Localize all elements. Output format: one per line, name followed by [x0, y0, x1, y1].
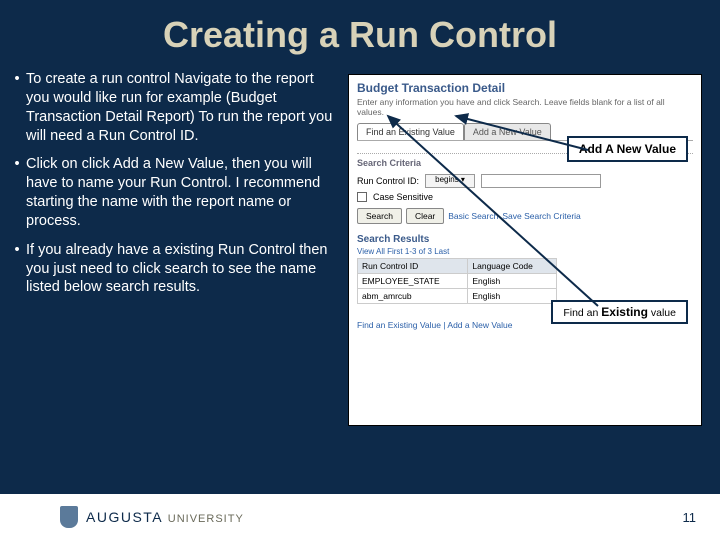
bullet-marker: •: [8, 155, 26, 230]
screenshot-container: Budget Transaction Detail Enter any info…: [348, 64, 702, 426]
bullet-marker: •: [8, 241, 26, 298]
table-row[interactable]: EMPLOYEE_STATE English: [358, 274, 557, 289]
case-row: Case Sensitive: [357, 192, 693, 202]
basic-search-link[interactable]: Basic Search: [448, 211, 498, 221]
tab-add-new[interactable]: Add a New Value: [464, 123, 551, 140]
logo-subname: UNIVERSITY: [168, 513, 244, 525]
cell: abm_amrcub: [358, 289, 468, 304]
case-checkbox[interactable]: [357, 192, 367, 202]
table-header-row: Run Control ID Language Code: [358, 259, 557, 274]
bullet-text: To create a run control Navigate to the …: [26, 70, 338, 145]
callout-existing: Find an Existing value: [551, 300, 688, 324]
slide-title: Creating a Run Control: [0, 0, 720, 64]
callout-text: Find an: [563, 307, 601, 319]
app-screenshot: Budget Transaction Detail Enter any info…: [348, 74, 702, 426]
content-row: • To create a run control Navigate to th…: [0, 64, 720, 426]
run-control-label: Run Control ID:: [357, 176, 419, 186]
operator-select[interactable]: begins ▾: [425, 174, 475, 188]
callout-text: value: [648, 307, 676, 319]
logo-shield-icon: [60, 506, 78, 528]
slide-footer: AUGUSTA UNIVERSITY 11: [0, 494, 720, 540]
page-number: 11: [683, 510, 697, 525]
search-button[interactable]: Search: [357, 208, 402, 224]
button-row: Search Clear Basic Search Save Search Cr…: [357, 208, 693, 224]
screenshot-subtext: Enter any information you have and click…: [349, 97, 701, 123]
col-header[interactable]: Language Code: [468, 259, 557, 274]
cell: EMPLOYEE_STATE: [358, 274, 468, 289]
logo-text: AUGUSTA UNIVERSITY: [86, 509, 244, 525]
bullet-marker: •: [8, 70, 26, 145]
case-label: Case Sensitive: [373, 192, 433, 202]
field-row: Run Control ID: begins ▾: [357, 174, 693, 188]
callout-text-bold: Existing: [601, 305, 648, 319]
table-row[interactable]: abm_amrcub English: [358, 289, 557, 304]
logo-name: AUGUSTA: [86, 509, 162, 525]
col-header[interactable]: Run Control ID: [358, 259, 468, 274]
cell: English: [468, 274, 557, 289]
results-title: Search Results: [357, 234, 693, 245]
run-control-input[interactable]: [481, 174, 601, 188]
save-search-link[interactable]: Save Search Criteria: [502, 211, 580, 221]
bullet-item: • If you already have a existing Run Con…: [8, 241, 338, 298]
bullet-list: • To create a run control Navigate to th…: [8, 64, 338, 426]
tab-existing[interactable]: Find an Existing Value: [357, 123, 464, 140]
bullet-text: If you already have a existing Run Contr…: [26, 241, 338, 298]
cell: English: [468, 289, 557, 304]
bullet-text: Click on click Add a New Value, then you…: [26, 155, 338, 230]
logo: AUGUSTA UNIVERSITY: [60, 506, 244, 528]
bullet-item: • Click on click Add a New Value, then y…: [8, 155, 338, 230]
results-pager[interactable]: View All First 1-3 of 3 Last: [357, 247, 693, 256]
results-table: Run Control ID Language Code EMPLOYEE_ST…: [357, 258, 557, 304]
clear-button[interactable]: Clear: [406, 208, 444, 224]
screenshot-title: Budget Transaction Detail: [349, 75, 701, 97]
callout-add-new: Add A New Value: [567, 136, 688, 162]
bullet-item: • To create a run control Navigate to th…: [8, 70, 338, 145]
